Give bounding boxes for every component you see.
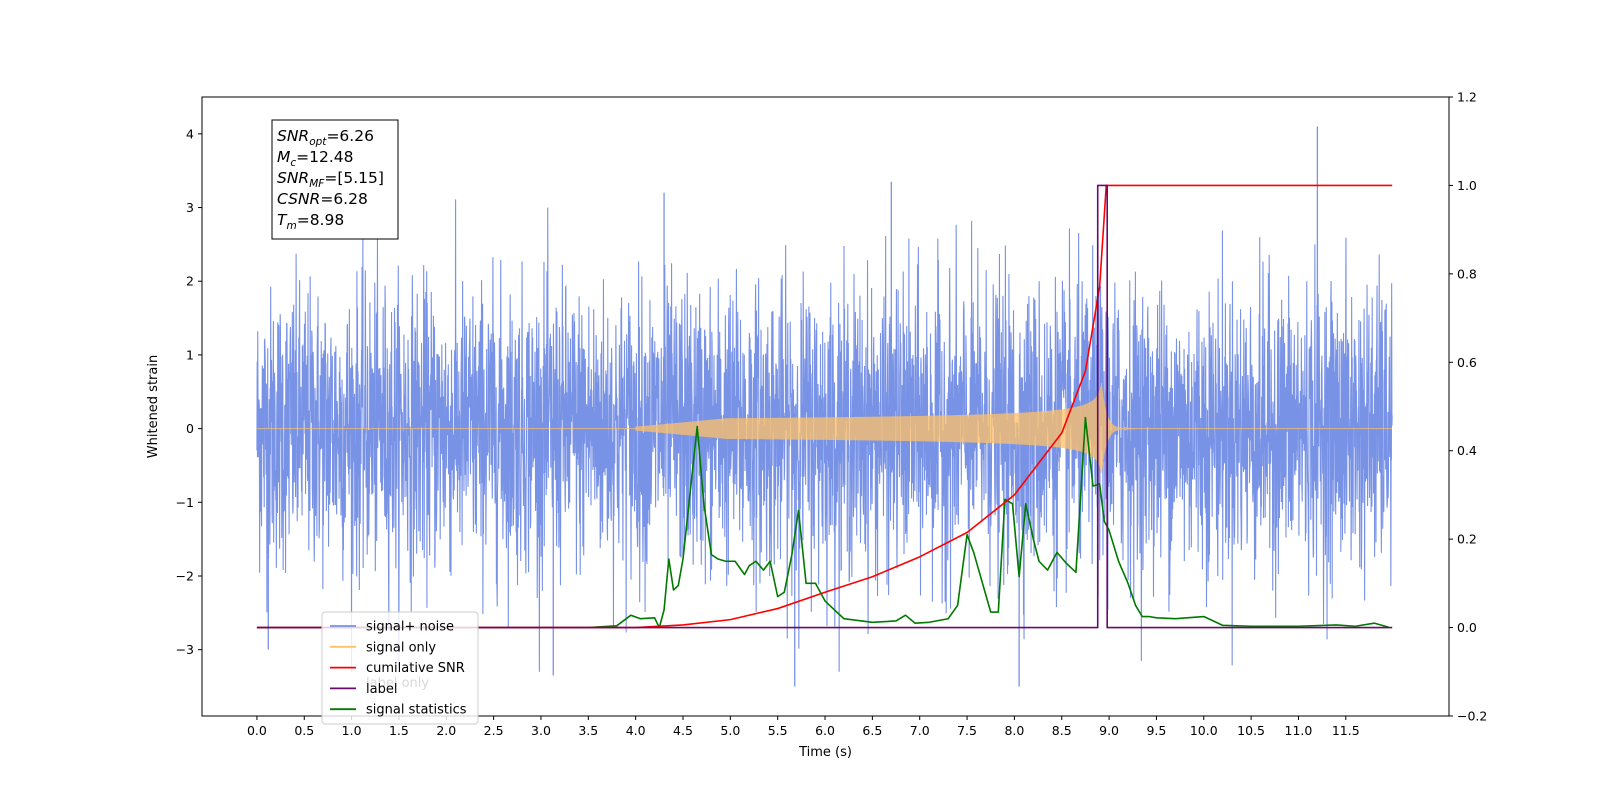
x-tick-label: 3.0 [531, 723, 551, 738]
y-tick-label-left: 2 [186, 274, 194, 289]
signal-only-line [256, 383, 1393, 474]
y-tick-label-right: 1.2 [1457, 90, 1477, 105]
x-axis-label: Time (s) [798, 745, 852, 760]
left-y-axis: −3 −2 −1 0 1 2 3 4 [176, 126, 202, 657]
noise-series [256, 126, 1393, 687]
y-tick-label-right: 1.0 [1457, 178, 1477, 193]
x-tick-label: 11.0 [1285, 723, 1313, 738]
annotation-line: Mc=12.48 [277, 148, 354, 169]
x-tick-label: 2.0 [436, 723, 456, 738]
annotation-line: CSNR=6.28 [277, 190, 368, 208]
label-line [256, 184, 1393, 629]
y-tick-label-left: −2 [176, 568, 194, 583]
y-tick-label-right: 0.2 [1457, 532, 1477, 547]
y-axis-label: Whitened strain [146, 355, 161, 458]
plot-area [256, 126, 1393, 687]
legend-hidden-entry: label only [366, 676, 429, 691]
annotation-frame [271, 119, 399, 240]
y-tick-label-right: 0.4 [1457, 443, 1477, 458]
y-tick-label-left: 0 [186, 421, 194, 436]
x-tick-label: 10.5 [1237, 723, 1265, 738]
legend-label: signal statistics [366, 703, 467, 718]
y-tick-label-left: −3 [176, 642, 194, 657]
x-tick-label: 11.5 [1332, 723, 1360, 738]
y-tick-label-left: 1 [186, 347, 194, 362]
y-tick-label-left: 4 [186, 126, 194, 141]
x-tick-label: 8.5 [1052, 723, 1072, 738]
signal-noise-line [256, 199, 1393, 672]
legend-label: cumilative SNR [366, 661, 465, 676]
x-tick-label: 10.0 [1190, 723, 1218, 738]
x-tick-label: 6.0 [815, 723, 835, 738]
signal-statistics-line [256, 416, 1389, 629]
x-tick-label: 8.0 [1004, 723, 1024, 738]
x-tick-label: 2.5 [484, 723, 504, 738]
legend-label: signal only [366, 640, 436, 655]
x-tick-label: 7.5 [957, 723, 977, 738]
annotation-box: SNRopt=6.26Mc=12.48SNRMF=[5.15]CSNR=6.28… [271, 119, 399, 240]
legend-frame [321, 611, 479, 725]
x-tick-label: 5.5 [768, 723, 788, 738]
x-tick-label: 9.5 [1146, 723, 1166, 738]
x-tick-label: 9.0 [1099, 723, 1119, 738]
y-tick-label-right: −0.2 [1457, 709, 1487, 724]
x-tick-label: 5.0 [720, 723, 740, 738]
x-tick-label: 1.5 [389, 723, 409, 738]
x-tick-label: 0.0 [247, 723, 267, 738]
x-axis: 0.0 0.5 1.0 1.5 2.0 2.5 3.0 3.5 4.0 4.5 5.0 5.5 6.0 6… [247, 716, 1360, 738]
annotation-line: SNRMF=[5.15] [277, 169, 384, 190]
x-tick-label: 3.5 [578, 723, 598, 738]
x-tick-label: 4.5 [673, 723, 693, 738]
cumulative-snr-line [256, 184, 1393, 629]
line-series [256, 184, 1393, 629]
y-tick-label-right: 0.8 [1457, 266, 1477, 281]
y-tick-label-left: 3 [186, 200, 194, 215]
annotation-line: Tm=8.98 [277, 211, 344, 232]
x-tick-label: 1.0 [342, 723, 362, 738]
annotation-line: SNRopt=6.26 [277, 127, 374, 148]
x-tick-label: 6.5 [862, 723, 882, 738]
legend: label only signal+ noise signal only cumila… [321, 611, 479, 725]
legend-label: label [366, 682, 397, 697]
legend-label: signal+ noise [366, 620, 454, 635]
right-y-axis: −0.2 0.0 0.2 0.4 0.6 0.8 1.0 1.2 [1449, 90, 1487, 724]
y-tick-label-left: −1 [176, 495, 194, 510]
x-tick-label: 4.0 [626, 723, 646, 738]
x-tick-label: 7.0 [910, 723, 930, 738]
signal-only-series [256, 383, 1393, 474]
y-tick-label-right: 0.0 [1457, 620, 1477, 635]
x-tick-label: 0.5 [294, 723, 314, 738]
y-tick-label-right: 0.6 [1457, 355, 1477, 370]
